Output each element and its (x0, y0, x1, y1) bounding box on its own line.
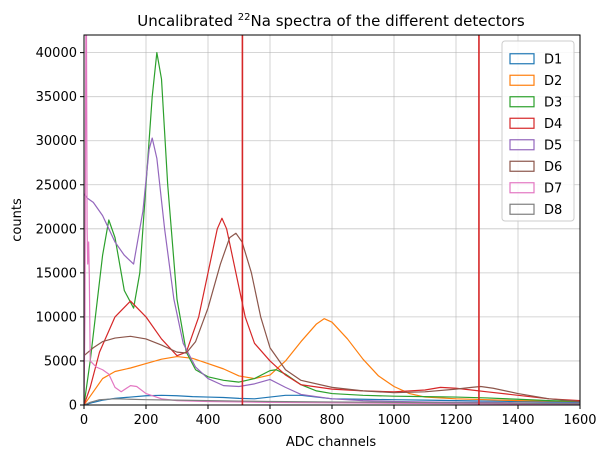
x-tick-label: 1400 (501, 413, 534, 428)
y-tick-label: 35000 (36, 90, 77, 105)
y-tick-label: 25000 (36, 178, 77, 193)
series-line-d3 (84, 52, 580, 405)
legend-swatch-d8 (509, 203, 535, 215)
legend-swatch-d1 (509, 53, 535, 65)
y-tick-label: 15000 (36, 266, 77, 281)
legend-box (501, 40, 575, 222)
x-tick-label: 1000 (377, 413, 410, 428)
legend-label-d3: D3 (544, 95, 562, 110)
legend-label-d5: D5 (544, 138, 562, 153)
y-tick-label: 40000 (36, 46, 77, 61)
x-ticks: 0 200 400 600 800 1000 1200 1400 1600 (80, 405, 597, 428)
series-line-d8 (84, 398, 580, 405)
y-tick-label: 0 (69, 399, 77, 414)
marker-lines (241, 35, 480, 405)
legend-swatch-d5 (509, 139, 535, 151)
x-tick-label: 400 (196, 413, 221, 428)
legend-label-d6: D6 (544, 160, 562, 175)
legend-swatch-d3 (509, 96, 535, 108)
legend: D1 D2 D3 D4 D5 D6 D7 D8 (501, 40, 575, 222)
legend-swatch-d7 (509, 182, 535, 194)
legend-label-d1: D1 (544, 52, 562, 67)
y-tick-label: 20000 (36, 222, 77, 237)
x-tick-label: 0 (80, 413, 88, 428)
legend-label-d8: D8 (544, 203, 562, 218)
series-line-d5 (84, 137, 580, 404)
series-line-d7 (84, 35, 580, 405)
x-tick-label: 200 (134, 413, 159, 428)
legend-label-d7: D7 (544, 181, 562, 196)
series-lines (84, 35, 580, 405)
x-axis-label: ADC channels (286, 435, 377, 450)
chart-title: Uncalibrated 22Na spectra of the differe… (137, 12, 525, 30)
y-tick-label: 10000 (36, 310, 77, 325)
y-tick-label: 30000 (36, 134, 77, 149)
x-tick-label: 1600 (563, 413, 596, 428)
y-ticks: 0 5000 10000 15000 20000 25000 30000 35000 40000 (36, 46, 84, 414)
legend-label-d2: D2 (544, 74, 562, 89)
y-axis-label: counts (10, 198, 25, 242)
x-tick-label: 600 (258, 413, 283, 428)
series-line-d1 (84, 394, 580, 405)
x-tick-label: 1200 (439, 413, 472, 428)
y-tick-label: 5000 (44, 354, 77, 369)
legend-swatch-d2 (509, 74, 535, 86)
legend-swatch-d4 (509, 117, 535, 129)
series-line-d6 (84, 232, 580, 403)
series-line-d2 (84, 318, 580, 405)
x-tick-label: 800 (320, 413, 345, 428)
legend-swatch-d6 (509, 160, 535, 172)
legend-label-d4: D4 (544, 117, 562, 132)
series-line-d4 (84, 217, 580, 405)
